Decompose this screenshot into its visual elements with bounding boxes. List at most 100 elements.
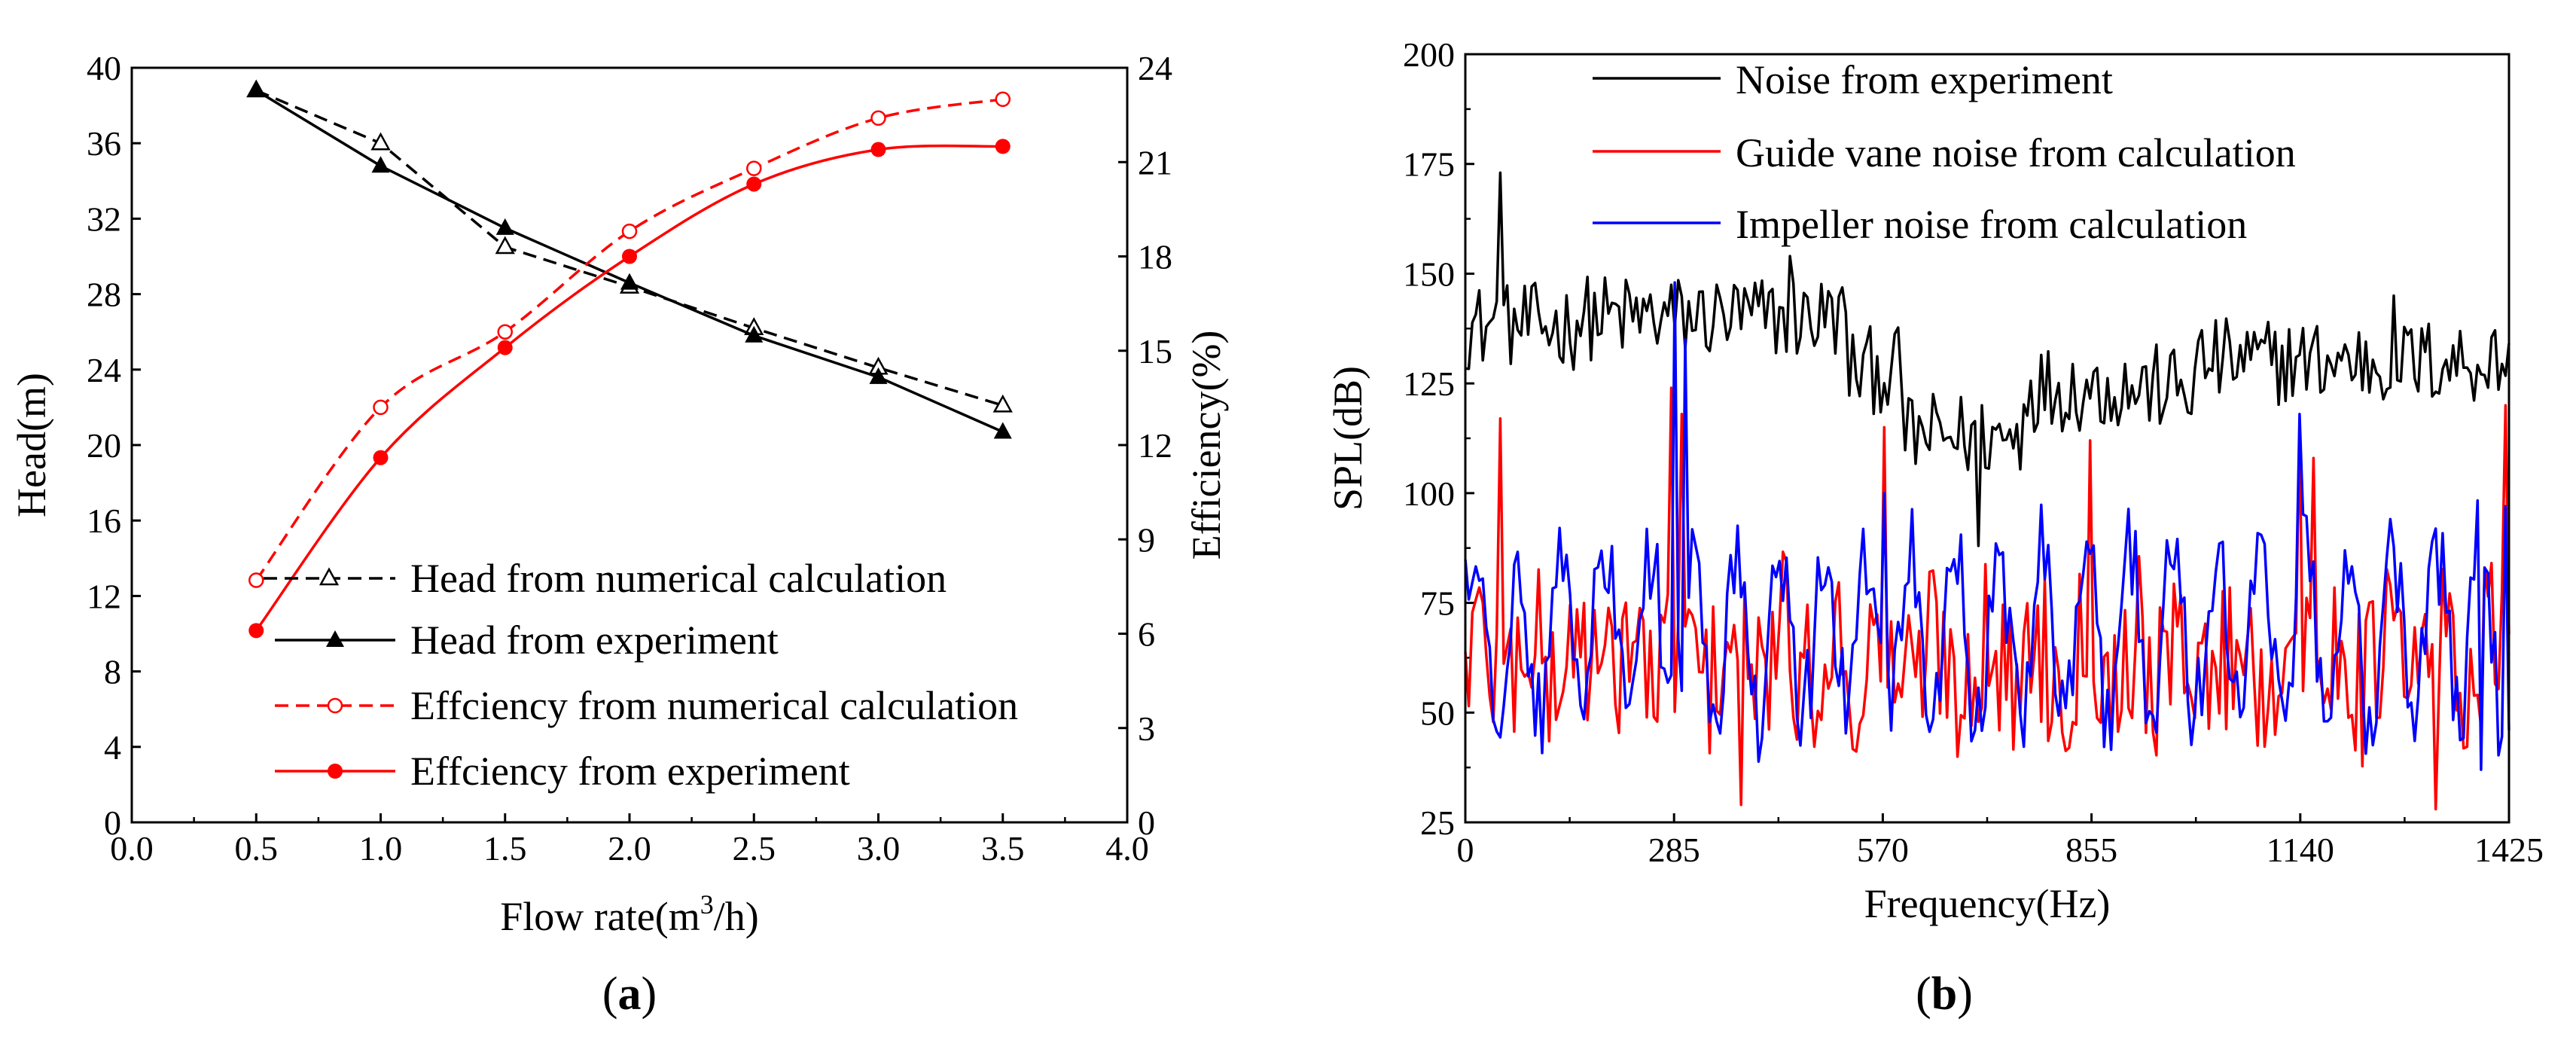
a-series-0 (246, 79, 1013, 413)
a-data-point (746, 160, 762, 176)
a-data-point (247, 81, 266, 98)
b-tick-labels: 0 285 570 855 1140 1425 25 50 75 100 125 150 175 200 (1403, 35, 2544, 869)
a-legend: Head from numerical calculation Head fro… (264, 556, 1018, 794)
a-x-tick-label: 3.5 (981, 829, 1025, 868)
a-series-line (255, 89, 1004, 407)
a-legend-marker-head-numerical (319, 567, 340, 586)
a-left-y-axis-label: Head(m) (9, 373, 54, 517)
a-series-group (246, 79, 1013, 639)
a-legend-entry-eff-experiment: Effciency from experiment (275, 749, 850, 794)
a-right-y-tick-label: 24 (1138, 49, 1172, 87)
b-y-tick-label: 125 (1403, 364, 1455, 403)
a-left-y-tick-label: 20 (87, 426, 121, 465)
b-x-tick-label: 285 (1648, 831, 1700, 869)
a-data-point (248, 572, 264, 588)
b-x-tick-label: 855 (2065, 831, 2117, 869)
a-right-y-tick-label: 12 (1138, 426, 1172, 465)
b-legend-label-guide-vane: Guide vane noise from calculation (1736, 130, 2296, 175)
a-right-y-tick-label: 9 (1138, 520, 1155, 559)
a-data-point (869, 367, 888, 384)
b-series-line-1 (1464, 386, 2510, 811)
a-right-y-tick-label: 15 (1138, 332, 1172, 371)
a-left-y-tick-label: 24 (87, 351, 121, 389)
a-plot-frame (130, 66, 1129, 824)
a-series-2 (248, 91, 1011, 588)
panel-a-label: (a) (602, 968, 657, 1020)
b-y-tick-label: 200 (1403, 35, 1455, 74)
a-data-point (870, 142, 886, 157)
a-data-point (745, 325, 764, 343)
a-tick-labels: 0.0 0.5 1.0 1.5 2.0 2.5 3.0 3.5 4.00 4 8 12 16 20 24 28… (87, 49, 1172, 868)
panel-b-label: (b) (1916, 968, 1973, 1020)
b-y-tick-label: 25 (1420, 804, 1455, 842)
a-legend-label-eff-experiment: Effciency from experiment (410, 749, 850, 794)
a-x-tick-label: 2.5 (733, 829, 776, 868)
a-data-point (993, 422, 1012, 439)
a-data-point (620, 273, 639, 290)
b-legend-entry-experiment: Noise from experiment (1593, 57, 2113, 102)
b-legend-label-experiment: Noise from experiment (1736, 57, 2113, 102)
a-legend-label-eff-numerical: Effciency from numerical calculation (410, 683, 1018, 728)
a-right-y-tick-label: 18 (1138, 238, 1172, 276)
panel-b: 0 285 570 855 1140 1425255075100125150175200 … (1325, 35, 2544, 1020)
a-data-point (495, 236, 515, 255)
b-x-tick-label: 1140 (2267, 831, 2334, 869)
a-data-point (870, 110, 886, 127)
a-right-y-tick-label: 21 (1138, 143, 1172, 181)
a-left-y-tick-label: 8 (104, 653, 121, 691)
a-x-tick-label: 0.0 (110, 829, 154, 868)
b-x-tick-label: 0 (1457, 831, 1474, 869)
a-data-point (371, 156, 390, 173)
b-legend-label-impeller: Impeller noise from calculation (1736, 202, 2247, 247)
a-left-y-tick-label: 16 (87, 502, 121, 540)
a-left-y-tick-label: 12 (87, 577, 121, 615)
a-x-tick-label: 4.0 (1105, 829, 1149, 868)
a-data-point (992, 394, 1013, 413)
a-x-tick-label: 2.0 (608, 829, 651, 868)
b-legend-entry-guide-vane: Guide vane noise from calculation (1593, 130, 2296, 175)
panel-a: 0.0 0.5 1.0 1.5 2.0 2.5 3.0 3.5 4.00 4 8 12 16 20 24 28… (9, 49, 1229, 1020)
a-data-point (746, 176, 762, 192)
a-x-tick-label: 1.5 (483, 829, 527, 868)
b-series-line-2 (1464, 281, 2510, 771)
a-data-point (995, 91, 1011, 107)
a-right-y-tick-label: 6 (1138, 615, 1155, 654)
a-data-point (497, 340, 513, 355)
a-data-point (995, 139, 1011, 154)
a-legend-entry-eff-numerical: Effciency from numerical calculation (275, 683, 1018, 728)
a-legend-label-head-numerical: Head from numerical calculation (410, 556, 947, 601)
a-x-axis-label: Flow rate(m3/h) (500, 889, 758, 939)
b-y-tick-label: 175 (1403, 145, 1455, 184)
a-data-point (370, 132, 391, 151)
a-data-point (373, 399, 389, 416)
b-series-line-0 (1465, 171, 2510, 547)
a-right-y-axis-label: Efficiency(%) (1184, 331, 1229, 560)
a-x-tick-label: 0.5 (235, 829, 279, 868)
a-left-y-tick-label: 36 (87, 124, 121, 163)
b-y-tick-label: 100 (1403, 474, 1455, 513)
a-right-y-tick-label: 3 (1138, 709, 1155, 748)
b-x-tick-label: 570 (1857, 831, 1909, 869)
b-y-tick-label: 50 (1420, 694, 1455, 732)
a-right-y-tick-label: 0 (1138, 804, 1155, 842)
b-legend: Noise from experiment Guide vane noise f… (1593, 57, 2296, 247)
a-data-point (622, 249, 637, 264)
a-data-point (373, 450, 389, 465)
a-data-point (248, 623, 264, 639)
b-y-tick-label: 150 (1403, 255, 1455, 293)
a-legend-marker-eff-numerical (327, 697, 343, 714)
a-series-line (255, 98, 1004, 581)
a-legend-marker-eff-experiment (328, 764, 343, 779)
a-series-3 (248, 139, 1011, 639)
b-x-axis-label: Frequency(Hz) (1864, 881, 2111, 926)
a-data-point (497, 324, 513, 340)
a-data-point (495, 218, 514, 235)
b-series-group (1464, 171, 2510, 811)
a-left-y-tick-label: 4 (104, 728, 121, 767)
a-x-tick-label: 1.0 (359, 829, 403, 868)
b-legend-entry-impeller: Impeller noise from calculation (1593, 202, 2247, 247)
a-left-y-tick-label: 28 (87, 276, 121, 314)
a-legend-marker-head-experiment (326, 630, 344, 647)
a-x-tick-label: 3.0 (857, 829, 901, 868)
